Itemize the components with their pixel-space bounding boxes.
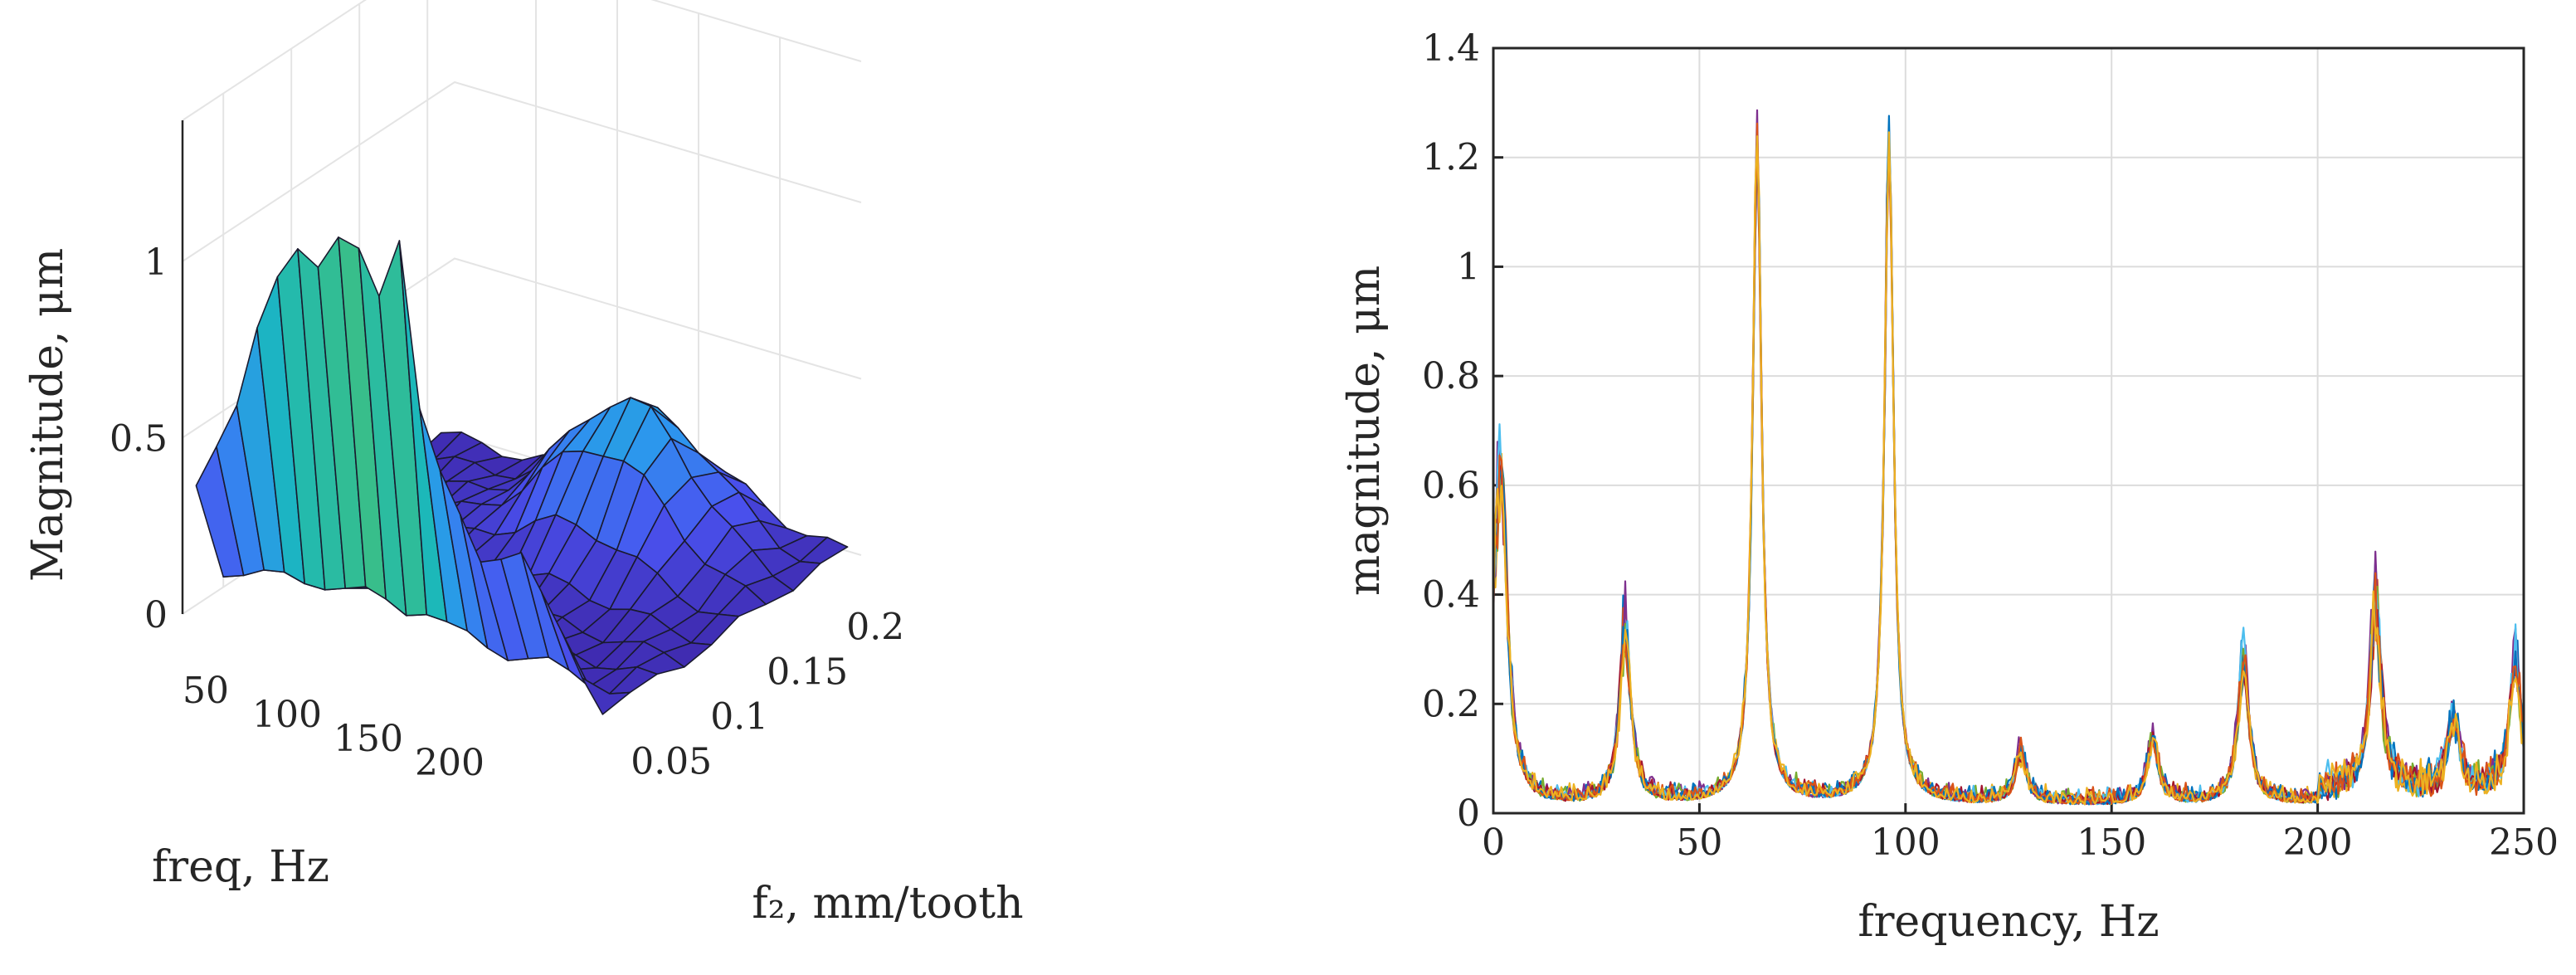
spectrum-x-axis-label: frequency, Hz	[1858, 897, 2159, 947]
spectrum-y-tick-label: 1.4	[1422, 27, 1480, 70]
surface-x-tick-label: 100	[252, 694, 322, 736]
spectrum-x-tick-label: 0	[1482, 821, 1505, 864]
surface-wall-gridline	[182, 80, 862, 262]
spectrum-x-tick-label: 100	[1871, 821, 1941, 864]
surface-y-tick-label: 0.1	[710, 696, 768, 739]
surface-z-tick-label: 1	[144, 241, 168, 284]
surface-z-tick-label: 0.5	[110, 418, 168, 461]
surface-x-tick-label: 150	[334, 718, 403, 760]
spectrum-y-axis-label: magnitude, μm	[1340, 266, 1390, 596]
spectrum-axes-box	[1492, 46, 2525, 815]
spectrum-y-tick-label: 0.6	[1422, 465, 1480, 507]
spectrum-x-tick-label: 200	[2283, 821, 2353, 864]
surface-patch	[582, 677, 631, 715]
surface-y-tick-label: 0.15	[767, 651, 848, 694]
surface-x-axis-label: freq, Hz	[152, 842, 329, 892]
spectrum-y-tick-label: 1.2	[1422, 137, 1480, 179]
spectrum-lines	[1492, 109, 2525, 806]
spectrum-y-tick-label: 0	[1457, 792, 1480, 835]
spectrum-y-tick-label: 0.2	[1422, 683, 1480, 725]
spectrum-x-tick-label: 250	[2489, 821, 2559, 864]
spectrum-x-tick-label: 150	[2077, 821, 2146, 864]
surface-z-tick-label: 0	[144, 594, 168, 636]
spectrum-y-tick-label: 1	[1457, 246, 1480, 288]
spectrum-plot: 0 50 100 150 200 250 0 0.2 0.4 0.6 0.8 1 1.2 1.4 freq…	[1340, 27, 2559, 947]
surface-wall-gridline	[182, 0, 862, 121]
surface-mesh	[195, 236, 849, 715]
spectrum-plot-area	[1493, 48, 2524, 813]
spectrum-y-tick-label: 0.8	[1422, 355, 1480, 397]
spectrum-y-tick-label: 0.4	[1422, 574, 1480, 617]
surface-x-tick-label: 200	[415, 742, 485, 784]
surface-x-tick-label: 50	[183, 670, 229, 712]
surface-y-axis-label: f₂, mm/tooth	[752, 879, 1023, 929]
surface-y-tick-label: 0.05	[631, 741, 712, 783]
surface-y-tick-label: 0.2	[846, 607, 904, 649]
spectrum-x-tick-label: 50	[1676, 821, 1722, 864]
spectrum-series-line	[1492, 131, 2525, 806]
surface-z-axis-label: Magnitude, μm	[23, 248, 73, 582]
spectrum-tick-labels: 0 50 100 150 200 250 0 0.2 0.4 0.6 0.8 1 1.2 1.4	[1422, 27, 2559, 864]
